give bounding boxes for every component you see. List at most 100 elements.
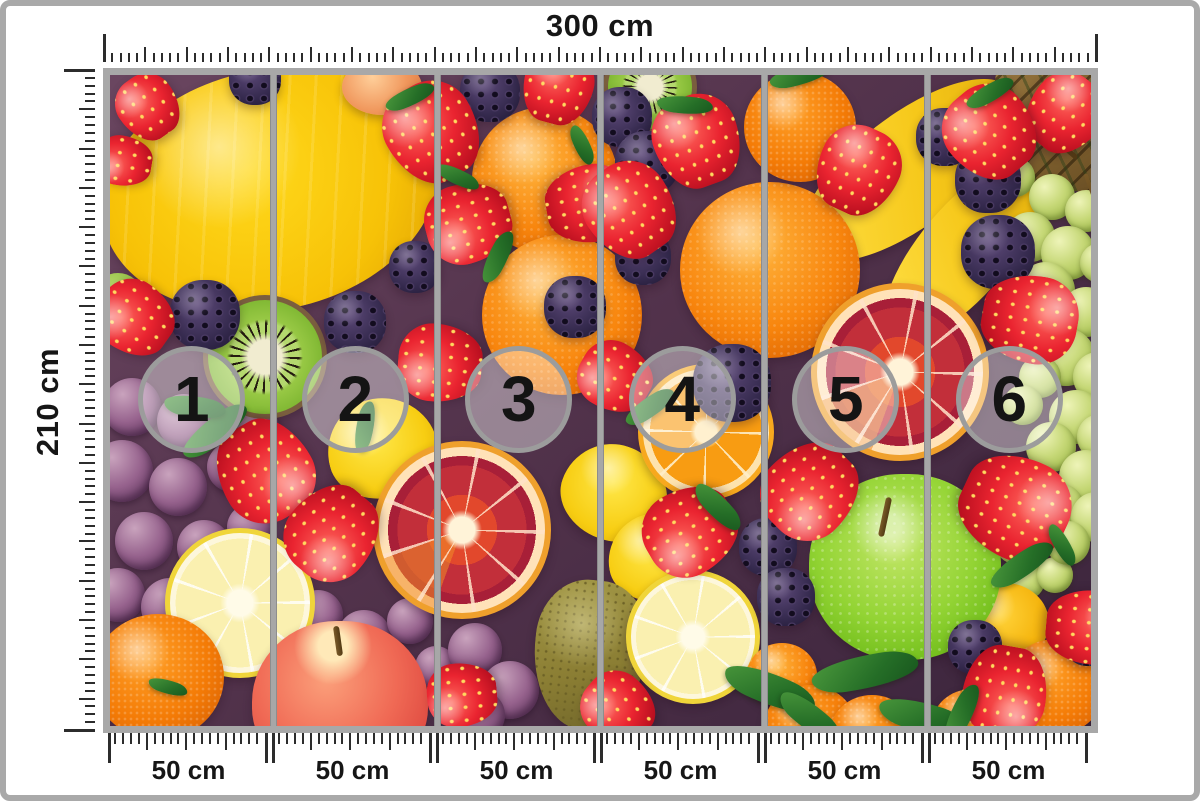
- ruler-tick: [185, 47, 188, 62]
- ruler-tick: [592, 733, 596, 763]
- ruler-tick: [79, 108, 95, 111]
- ruler-tick: [669, 733, 672, 744]
- ruler-tick: [271, 733, 275, 763]
- ruler-tick: [458, 53, 461, 62]
- ruler-tick: [420, 733, 423, 744]
- panel-number: 6: [991, 363, 1028, 435]
- ruler-tick: [632, 53, 635, 62]
- panel-number: 5: [827, 363, 864, 435]
- ruler-tick: [317, 53, 320, 62]
- ruler-tick: [85, 626, 95, 629]
- ruler-tick: [85, 328, 95, 331]
- ruler-tick: [342, 53, 345, 62]
- ruler-tick: [85, 666, 95, 669]
- fruit-leaf: [809, 647, 921, 697]
- ruler-tick: [85, 571, 95, 574]
- ruler-tick: [1028, 53, 1031, 62]
- ruler-tick: [450, 53, 453, 62]
- ruler-tick: [913, 53, 916, 62]
- ruler-tick: [85, 564, 95, 566]
- segment-width-label: 50 cm: [807, 755, 882, 785]
- ruler-tick: [85, 642, 95, 645]
- ruler-tick: [351, 47, 353, 62]
- ruler-tick: [466, 53, 469, 62]
- panel-number: 2: [337, 363, 374, 435]
- ruler-tick: [286, 733, 289, 744]
- ruler-tick: [85, 139, 95, 142]
- ruler-tick: [64, 729, 95, 732]
- fruit-grape-p: [149, 458, 207, 516]
- ruler-tick: [284, 53, 287, 62]
- ruler-tick: [681, 47, 684, 62]
- ruler-tick: [1086, 53, 1089, 62]
- ruler-tick: [857, 733, 859, 744]
- ruler-tick: [997, 733, 1000, 744]
- ruler-tick: [904, 53, 907, 62]
- ruler-tick: [825, 733, 828, 744]
- ruler-tick: [756, 53, 759, 62]
- fruit-blackberry: [170, 280, 240, 350]
- ruler-tick: [871, 53, 874, 62]
- ruler-tick: [1021, 733, 1023, 744]
- segment-width-label: 50 cm: [971, 755, 1046, 785]
- ruler-tick: [1084, 733, 1088, 763]
- ruler-tick: [954, 53, 957, 62]
- ruler-tick: [995, 53, 998, 62]
- ruler-tick: [107, 733, 111, 763]
- ruler-tick: [85, 76, 95, 79]
- ruler-tick: [278, 733, 281, 744]
- ruler-tick: [85, 611, 95, 614]
- segment-width-label: 50 cm: [479, 755, 554, 785]
- ruler-tick: [260, 53, 263, 62]
- ruler-tick: [921, 53, 924, 62]
- ruler-tick: [85, 273, 95, 276]
- ruler-tick: [1053, 47, 1056, 62]
- ruler-tick: [161, 733, 164, 744]
- ruler-tick: [731, 53, 734, 62]
- ruler-tick: [1005, 733, 1008, 750]
- ruler-tick: [216, 733, 219, 744]
- panel-divider: [924, 75, 931, 726]
- fruit-grape-p: [110, 440, 153, 502]
- ruler-tick: [85, 414, 95, 417]
- panel-number-badge: 2: [301, 345, 409, 453]
- ruler-tick: [85, 336, 95, 339]
- ruler-tick: [85, 296, 95, 299]
- ruler-tick: [549, 53, 552, 62]
- ruler-tick: [85, 532, 95, 535]
- ruler-tick: [367, 53, 370, 62]
- ruler-tick: [508, 53, 511, 62]
- ruler-tick: [841, 733, 844, 750]
- panel-divider: [597, 75, 604, 726]
- mural-frame: 1 2 3 4 5 6: [103, 68, 1098, 733]
- ruler-tick: [1012, 47, 1015, 62]
- ruler-tick: [85, 155, 95, 158]
- ruler-tick: [85, 100, 95, 103]
- ruler-tick: [359, 53, 362, 62]
- ruler-tick: [714, 53, 717, 62]
- ruler-tick: [529, 733, 531, 744]
- ruler-tick: [341, 733, 344, 744]
- ruler-tick: [79, 422, 95, 425]
- ruler-tick: [648, 53, 651, 62]
- ruler-tick: [85, 131, 95, 134]
- ruler-tick: [153, 733, 156, 744]
- ruler-tick: [677, 733, 680, 750]
- segment-width-label: 50 cm: [315, 755, 390, 785]
- panel-number-badge: 3: [465, 345, 573, 453]
- ruler-tick: [809, 733, 812, 744]
- fruit-grape-g: [1073, 352, 1091, 402]
- ruler-tick: [607, 53, 610, 62]
- ruler-tick: [334, 53, 337, 62]
- ruler-tick: [85, 446, 95, 449]
- ruler-tick: [85, 689, 95, 692]
- ruler-tick: [1076, 733, 1079, 744]
- ruler-tick: [590, 53, 593, 62]
- ruler-tick: [524, 53, 527, 62]
- ruler-tick: [202, 53, 205, 62]
- bottom-segment-ruler: 50 cm 50 cm 50 cm 50 cm 50 cm 50 cm: [0, 733, 1200, 795]
- ruler-tick: [317, 733, 320, 744]
- ruler-tick: [85, 281, 95, 284]
- ruler-tick: [863, 53, 866, 62]
- ruler-tick: [896, 733, 899, 744]
